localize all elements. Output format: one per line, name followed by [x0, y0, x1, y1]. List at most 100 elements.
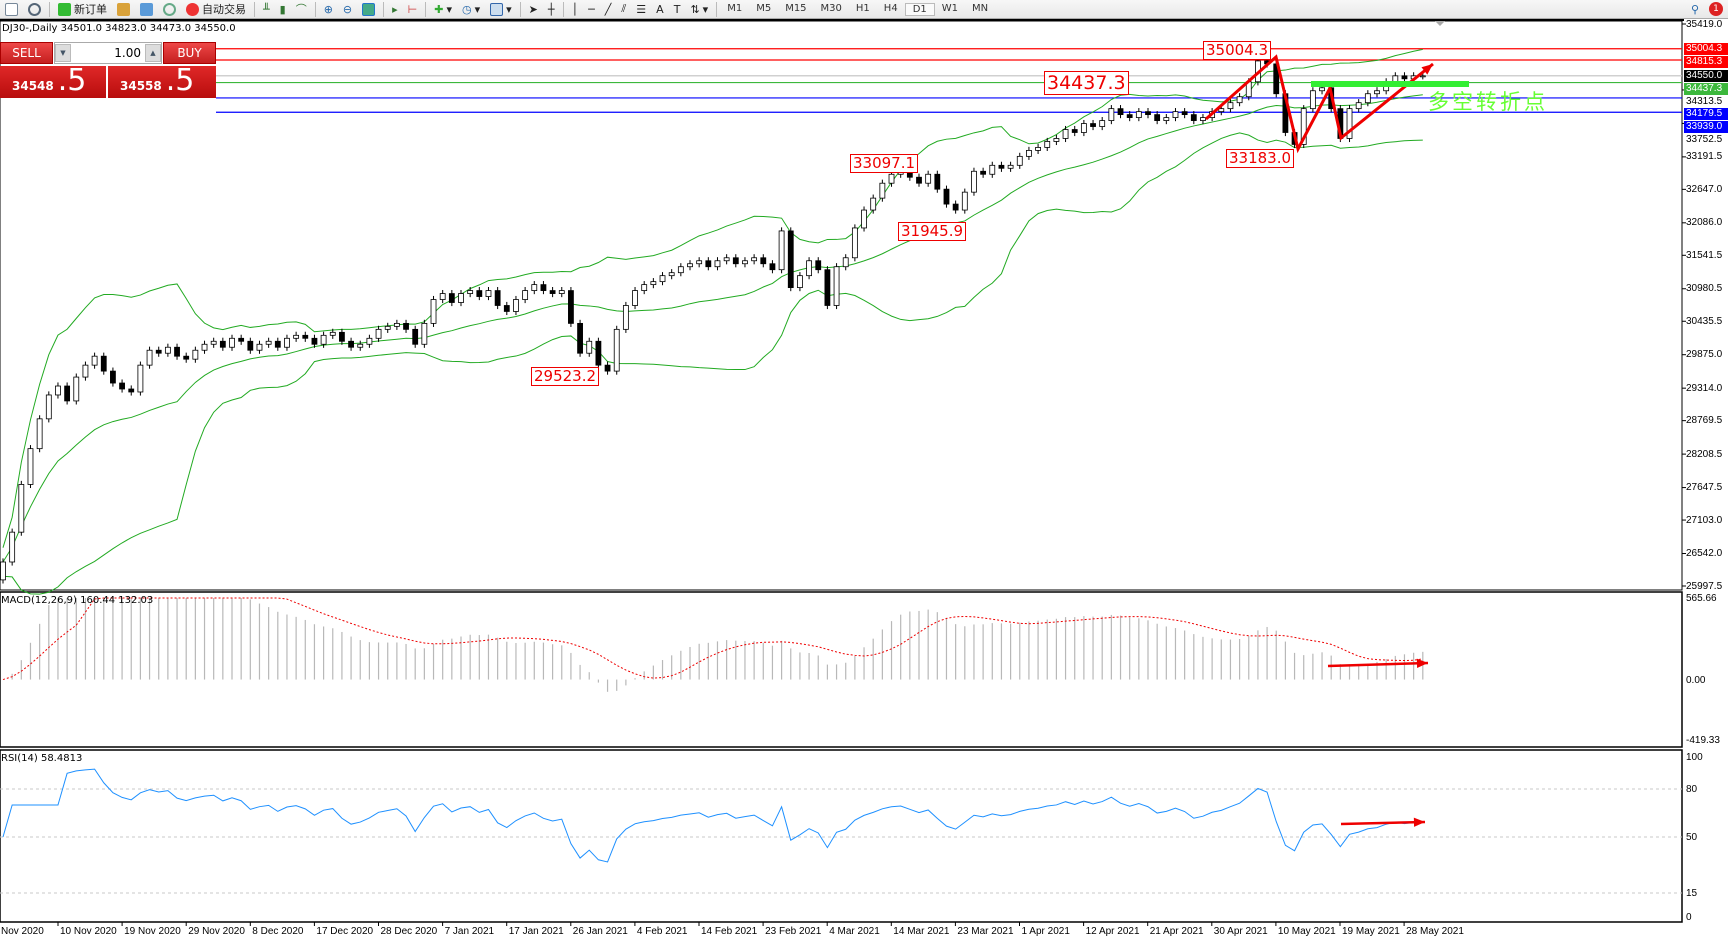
line-chart-button[interactable]: ⌒ — [291, 1, 312, 18]
candle-bull — [1135, 111, 1142, 118]
bollinger-lower — [2, 132, 1423, 595]
cursor-button[interactable]: ➤ — [524, 1, 543, 18]
candle-bear — [183, 355, 190, 360]
sell-price[interactable]: 34548.5 — [0, 66, 106, 98]
candle-bull — [357, 343, 364, 348]
trendline-button[interactable]: ╱ — [600, 1, 617, 18]
sell-price-fraction: .5 — [57, 63, 87, 98]
clock-icon: ◷ — [462, 2, 472, 16]
candle-bull — [421, 322, 428, 345]
signals-button[interactable] — [158, 1, 181, 18]
buy-button[interactable]: BUY — [163, 42, 216, 64]
candle-bear — [119, 382, 125, 390]
bar-chart-button[interactable]: ╨ — [258, 1, 275, 18]
candle-bear — [100, 355, 107, 372]
timeframe-w1[interactable]: W1 — [941, 2, 958, 14]
date-axis-label: 12 Apr 2021 — [1085, 926, 1140, 937]
timeframe-mn[interactable]: MN — [972, 2, 989, 14]
annotation-jan-low[interactable]: 29523.2 — [531, 367, 600, 386]
candle-bull — [1218, 108, 1225, 113]
search-button[interactable]: ⚲ — [1686, 1, 1704, 18]
candle-bull — [961, 191, 968, 211]
candle-bull — [1163, 117, 1170, 121]
auto-scroll-button[interactable]: ▸ — [387, 1, 403, 18]
timeframe-m5[interactable]: M5 — [756, 2, 772, 14]
channel-button[interactable]: ⫽ — [616, 1, 631, 18]
annotation-mar-high[interactable]: 33097.1 — [850, 154, 919, 173]
horizontal-line-button[interactable]: ─ — [583, 1, 600, 18]
annotation-mar-low[interactable]: 31945.9 — [898, 222, 967, 241]
text-label-icon: T — [673, 2, 681, 16]
navigator-button[interactable] — [135, 1, 158, 18]
candle-bear — [476, 290, 483, 297]
turning-point-label: 多空转折点 — [1428, 90, 1548, 114]
date-axis-label: 28 May 2021 — [1406, 926, 1464, 937]
candle-bear — [760, 257, 767, 265]
timeframe-h1[interactable]: H1 — [855, 2, 870, 14]
lot-size-input[interactable] — [71, 46, 145, 60]
candle-bull — [613, 328, 620, 372]
templates-button[interactable]: ▾ — [485, 1, 517, 18]
candle-bear — [1126, 114, 1133, 118]
timeframe-m30[interactable]: M30 — [820, 2, 842, 14]
crosshair-icon: ┼ — [547, 2, 555, 16]
date-axis-label: 7 Jan 2021 — [444, 926, 495, 937]
timeframe-h4[interactable]: H4 — [883, 2, 898, 14]
market-watch-button[interactable] — [112, 1, 135, 18]
sell-button[interactable]: SELL — [0, 42, 53, 64]
price-axis-label: 33191.5 — [1686, 151, 1723, 163]
annotation-may-low[interactable]: 33183.0 — [1226, 149, 1295, 168]
candle-bear — [604, 364, 611, 372]
candle-bull — [229, 337, 235, 348]
price-axis-label: 28208.5 — [1686, 448, 1723, 460]
candle-bull — [375, 328, 382, 339]
level-badge: 35004.3 — [1684, 42, 1728, 55]
annotation-turning-level[interactable]: 34437.3 — [1044, 71, 1129, 95]
lot-size-stepper[interactable]: ▼ ▲ — [54, 42, 162, 64]
candle-chart-button[interactable]: ▮ — [275, 1, 291, 18]
annotation-high[interactable]: 35004.3 — [1203, 41, 1272, 60]
candle-bear — [128, 388, 135, 393]
decrease-lot-button[interactable]: ▼ — [55, 44, 71, 62]
candle-bull — [1044, 141, 1051, 148]
arrows-button[interactable]: ⇅ ▾ — [685, 1, 713, 18]
new-order-button[interactable]: 新订单 — [53, 1, 112, 18]
timeframe-m15[interactable]: M15 — [785, 2, 807, 14]
auto-trading-button[interactable]: 自动交易 — [181, 1, 251, 18]
indicators-button[interactable]: ✚ ▾ — [429, 1, 457, 18]
date-axis-label: 26 Jan 2021 — [572, 926, 628, 937]
vertical-line-button[interactable]: │ — [567, 1, 584, 18]
date-axis-label: 8 Dec 2020 — [252, 926, 304, 937]
level-badge: 34179.5 — [1684, 107, 1728, 120]
chevron-down-icon: ▾ — [506, 2, 512, 16]
crosshair-button[interactable]: ┼ — [543, 1, 560, 18]
grid-icon — [362, 2, 376, 16]
candle-bull — [146, 349, 153, 366]
date-axis-label: 29 Nov 2020 — [188, 926, 245, 937]
date-axis-label: 10 May 2021 — [1277, 926, 1336, 937]
timeframe-m1[interactable]: M1 — [727, 2, 743, 14]
new-order-label: 新订单 — [74, 3, 107, 16]
text-label-button[interactable]: T — [669, 1, 686, 18]
fibonacci-button[interactable]: ☰ — [631, 1, 651, 18]
tile-windows-button[interactable] — [357, 1, 380, 18]
zoom-in-button[interactable]: ⊕ — [319, 1, 338, 18]
candle-bull — [137, 364, 144, 393]
open-chart-button[interactable] — [0, 1, 23, 18]
periods-button[interactable]: ◷ ▾ — [457, 1, 485, 18]
date-axis-label: 4 Mar 2021 — [829, 926, 880, 937]
candle-bull — [668, 272, 675, 277]
timeframe-d1[interactable]: D1 — [904, 2, 935, 16]
candle-bull — [293, 334, 300, 339]
candle-bear — [1090, 123, 1096, 127]
increase-lot-button[interactable]: ▲ — [145, 44, 161, 62]
buy-price[interactable]: 34558.5 — [108, 66, 216, 98]
notifications-button[interactable]: 1 — [1704, 1, 1728, 18]
rsi-axis-label: 100 — [1686, 752, 1703, 763]
text-button[interactable]: A — [651, 1, 669, 18]
zoom-out-button[interactable]: ⊖ — [338, 1, 357, 18]
auto-trading-icon — [186, 2, 199, 16]
chart-shift-button[interactable]: ⊢ — [403, 1, 423, 18]
zoom-window-button[interactable] — [23, 1, 46, 18]
